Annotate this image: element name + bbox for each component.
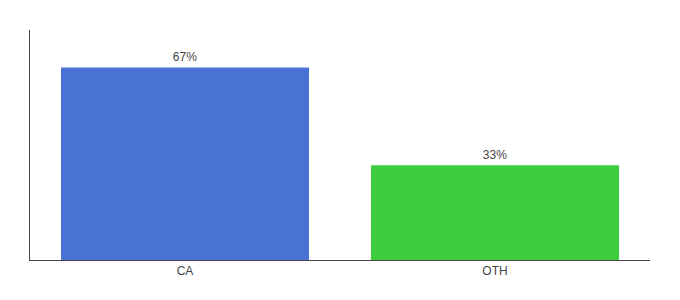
svg-text:33%: 33% <box>483 148 507 162</box>
svg-text:CA: CA <box>177 264 194 278</box>
svg-text:OTH: OTH <box>482 264 507 278</box>
svg-text:67%: 67% <box>173 50 197 64</box>
